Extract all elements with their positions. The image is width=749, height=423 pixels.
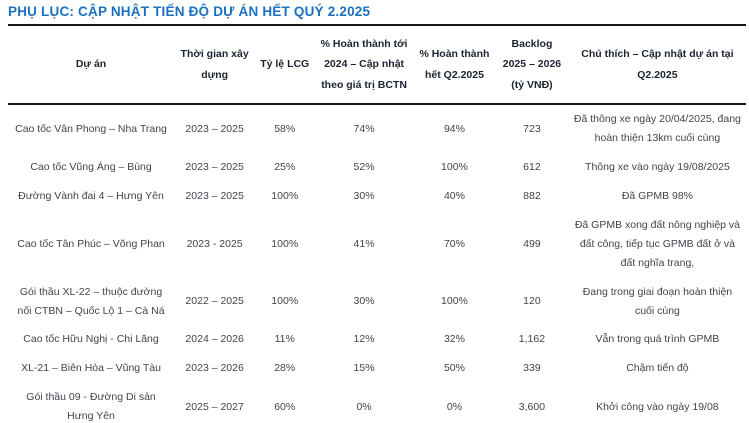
cell-pct-2024: 15% (353, 362, 375, 375)
cell-pct-2024: 52% (353, 161, 375, 174)
cell-pct-q2-2025: 50% (443, 362, 465, 375)
table-header-row: Dự án Thời gian xây dựng Tỷ lệ LCG % Hoà… (8, 25, 746, 106)
table-body: Cao tốc Vân Phong – Nha Trang 2023 – 202… (8, 104, 746, 423)
cell-period: 2023 – 2026 (185, 362, 244, 375)
cell-note: Đã GPMB xong đất nông nghiệp và đất công… (574, 218, 741, 269)
table-row: Gói thầu 09 - Đường Di sản Hưng Yên 2025… (8, 383, 746, 423)
cell-project: Cao tốc Vũng Áng – Bùng (30, 161, 152, 174)
page-title: PHỤ LỤC: CẬP NHẬT TIẾN ĐỘ DỰ ÁN HẾT QUÝ … (8, 4, 371, 19)
column-header-pct-2024: % Hoàn thành tới 2024 – Cập nhật theo gi… (314, 25, 414, 106)
cell-period: 2023 - 2025 (186, 237, 243, 250)
column-header-lcg-ratio: Tỷ lệ LCG (255, 25, 315, 106)
cell-backlog: 1,162 (518, 333, 546, 346)
table-row: Cao tốc Tân Phúc – Võng Phan 2023 - 2025… (8, 211, 746, 278)
cell-backlog: 3,600 (518, 400, 546, 413)
cell-period: 2023 – 2025 (185, 161, 244, 174)
column-header-project: Dự án (8, 25, 175, 106)
cell-note: Vẫn trong quá trình GPMB (595, 333, 720, 346)
cell-backlog: 339 (523, 362, 541, 375)
cell-pct-2024: 74% (353, 122, 375, 135)
cell-note: Chậm tiến độ (626, 362, 689, 375)
cell-period: 2024 – 2026 (185, 333, 244, 346)
cell-backlog: 882 (523, 190, 541, 203)
cell-pct-q2-2025: 100% (441, 161, 468, 174)
cell-project: XL-21 – Biên Hòa – Vũng Tàu (21, 362, 161, 375)
cell-pct-q2-2025: 94% (443, 122, 465, 135)
cell-lcg-ratio: 100% (271, 295, 299, 308)
cell-lcg-ratio: 100% (271, 190, 299, 203)
cell-note: Thông xe vào ngày 19/08/2025 (585, 161, 730, 174)
cell-pct-q2-2025: 32% (443, 333, 465, 346)
cell-pct-2024: 0% (356, 400, 372, 413)
cell-pct-2024: 12% (353, 333, 375, 346)
cell-note: Đã thông xe ngày 20/04/2025, đang hoàn t… (573, 113, 741, 145)
cell-backlog: 499 (523, 237, 541, 250)
table-header: Dự án Thời gian xây dựng Tỷ lệ LCG % Hoà… (8, 25, 746, 106)
cell-lcg-ratio: 58% (274, 122, 296, 135)
table-row: XL-21 – Biên Hòa – Vũng Tàu 2023 – 2026 … (8, 354, 746, 383)
cell-lcg-ratio: 28% (274, 362, 296, 375)
project-progress-table: Dự án Thời gian xây dựng Tỷ lệ LCG % Hoà… (8, 24, 746, 423)
cell-lcg-ratio: 60% (274, 400, 296, 413)
cell-period: 2022 – 2025 (185, 295, 244, 308)
cell-pct-q2-2025: 70% (443, 237, 465, 250)
column-header-note: Chú thích – Cập nhật dự án tại Q2.2025 (568, 25, 746, 106)
cell-backlog: 723 (523, 122, 541, 135)
cell-note: Đã GPMB 98% (621, 190, 694, 203)
table-row: Đường Vành đai 4 – Hưng Yên 2023 – 2025 … (8, 182, 746, 211)
cell-backlog: 120 (523, 295, 541, 308)
cell-project: Cao tốc Hữu Nghị - Chi Lăng (23, 333, 159, 346)
column-header-backlog: Backlog 2025 – 2026 (tỷ VNĐ) (495, 25, 569, 106)
table-row: Cao tốc Vân Phong – Nha Trang 2023 – 202… (8, 104, 746, 153)
cell-period: 2023 – 2025 (185, 190, 244, 203)
cell-project: Gói thầu XL-22 – thuộc đường nối CTBN – … (17, 285, 165, 317)
cell-project: Đường Vành đai 4 – Hưng Yên (18, 190, 164, 203)
cell-pct-2024: 30% (353, 190, 375, 203)
cell-project: Cao tốc Vân Phong – Nha Trang (15, 122, 167, 135)
cell-pct-2024: 41% (353, 237, 375, 250)
cell-period: 2023 – 2025 (185, 122, 244, 135)
table-row: Cao tốc Hữu Nghị - Chi Lăng 2024 – 2026 … (8, 325, 746, 354)
cell-note: Khởi công vào ngày 19/08 (596, 400, 719, 413)
cell-pct-2024: 30% (353, 295, 375, 308)
table-row: Gói thầu XL-22 – thuộc đường nối CTBN – … (8, 278, 746, 326)
column-header-period: Thời gian xây dựng (174, 25, 256, 106)
cell-backlog: 612 (523, 161, 541, 174)
column-header-pct-q2-2025: % Hoàn thành hết Q2.2025 (413, 25, 496, 106)
cell-project: Cao tốc Tân Phúc – Võng Phan (17, 237, 165, 250)
cell-pct-q2-2025: 40% (443, 190, 465, 203)
cell-pct-q2-2025: 100% (441, 295, 468, 308)
cell-note: Đang trong giai đoạn hoàn thiện cuối cùn… (582, 285, 733, 317)
cell-lcg-ratio: 25% (274, 161, 296, 174)
cell-lcg-ratio: 100% (271, 237, 299, 250)
cell-lcg-ratio: 11% (274, 333, 295, 346)
cell-pct-q2-2025: 0% (446, 400, 463, 413)
cell-period: 2025 – 2027 (185, 400, 244, 413)
table-row: Cao tốc Vũng Áng – Bùng 2023 – 2025 25% … (8, 153, 746, 182)
cell-project: Gói thầu 09 - Đường Di sản Hưng Yên (26, 391, 156, 423)
